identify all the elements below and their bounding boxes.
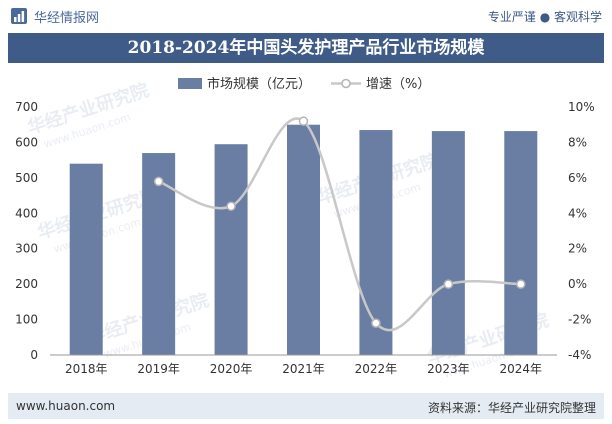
top-bar: 华经情报网 专业严谨 ● 客观科学 — [0, 0, 612, 32]
y-right-tick: 8% — [568, 135, 587, 149]
chart-title: 2018-2024年中国头发护理产品行业市场规模 — [8, 33, 604, 63]
y-left-tick: 500 — [15, 171, 38, 185]
footer-website: www.huaon.com — [16, 399, 116, 413]
growth-point-2024年 — [516, 279, 526, 289]
bar-2022年 — [359, 130, 393, 355]
y-right-tick: 2% — [568, 242, 587, 256]
bar-2021年 — [287, 124, 320, 355]
growth-point-2019年 — [153, 176, 164, 187]
chart: 华经产业研究院www.huaon.com华经产业研究院www.huaon.com… — [15, 76, 595, 381]
y-left-tick: 700 — [15, 100, 38, 114]
legend-marker-line — [341, 78, 351, 89]
y-left-tick: 300 — [15, 242, 38, 256]
legend-label-bar: 市场规模（亿元） — [207, 76, 311, 92]
brand: 华经情报网 — [10, 7, 100, 26]
y-left-tick: 600 — [15, 135, 38, 149]
axes: 0 100 200 300 400 500 600 700 -4% -2% 0% 2% 4% 6% 8% 10… — [15, 100, 595, 376]
line-series — [153, 116, 526, 332]
y-left-tick: 200 — [15, 277, 38, 291]
y-right-tick: -2% — [568, 313, 591, 327]
bar-2023年 — [431, 131, 465, 355]
x-tick-label: 2023年 — [427, 362, 470, 376]
x-tick-label: 2020年 — [210, 362, 253, 376]
x-tick-label: 2024年 — [500, 362, 543, 376]
y-right-tick: 0% — [568, 277, 587, 291]
legend-label-line: 增速（%） — [366, 77, 430, 92]
x-tick-label: 2021年 — [282, 362, 325, 376]
growth-line — [158, 117, 521, 332]
slogan: 专业严谨 ● 客观科学 — [487, 10, 602, 24]
x-tick-label: 2022年 — [355, 362, 398, 376]
y-left-tick: 100 — [15, 313, 38, 327]
y-left-tick: 400 — [15, 206, 38, 220]
y-right-tick: 6% — [568, 171, 587, 185]
growth-point-2021年 — [298, 116, 309, 126]
legend-swatch-bar — [178, 78, 202, 89]
y-right-tick: 4% — [568, 206, 587, 220]
brand-logo-icon — [11, 8, 27, 24]
brand-name: 华经情报网 — [34, 10, 100, 26]
footer: www.huaon.com 资料来源：华经产业研究院整理 — [8, 393, 604, 419]
y-right-tick: 10% — [568, 100, 595, 114]
legend: 市场规模（亿元） 增速（%） — [178, 76, 430, 92]
bar-2020年 — [214, 144, 248, 355]
bar-2018年 — [69, 163, 103, 355]
y-left-tick: 0 — [30, 348, 38, 362]
growth-point-2022年 — [371, 318, 381, 328]
footer-source: 资料来源：华经产业研究院整理 — [427, 401, 596, 415]
x-tick-label: 2019年 — [137, 362, 180, 376]
growth-point-2023年 — [443, 279, 454, 289]
x-tick-label: 2018年 — [65, 362, 108, 376]
growth-point-2020年 — [226, 201, 236, 211]
bar-series — [69, 124, 538, 355]
bar-2024年 — [504, 131, 538, 355]
y-right-tick: -4% — [568, 348, 591, 362]
